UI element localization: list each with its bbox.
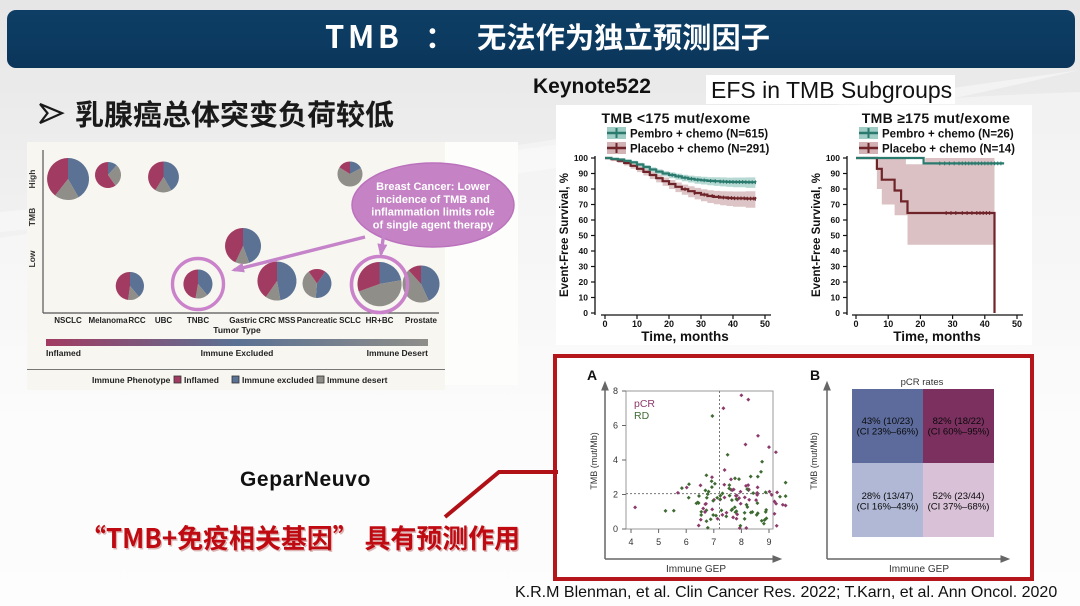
svg-text:30: 30 xyxy=(579,261,589,271)
svg-text:40: 40 xyxy=(728,319,738,329)
svg-text:82% (18/22): 82% (18/22) xyxy=(933,416,985,427)
svg-text:43% (10/23): 43% (10/23) xyxy=(862,416,914,427)
svg-text:Immune excluded: Immune excluded xyxy=(242,375,314,385)
svg-text:6: 6 xyxy=(684,537,689,547)
svg-text:30: 30 xyxy=(948,319,958,329)
svg-text:inflammation limits role: inflammation limits role xyxy=(371,207,494,219)
svg-text:Prostate: Prostate xyxy=(405,316,438,325)
svg-text:Placebo + chemo (N=291): Placebo + chemo (N=291) xyxy=(630,144,770,156)
svg-text:Gastric: Gastric xyxy=(229,316,257,325)
svg-text:Event-Free Survival, %: Event-Free Survival, % xyxy=(559,173,571,297)
svg-text:Placebo + chemo (N=14): Placebo + chemo (N=14) xyxy=(882,144,1015,156)
svg-text:0: 0 xyxy=(853,319,858,329)
svg-text:4: 4 xyxy=(613,455,618,465)
svg-text:A: A xyxy=(587,367,597,383)
svg-text:UBC: UBC xyxy=(155,316,173,325)
svg-text:NSCLC: NSCLC xyxy=(54,316,82,325)
svg-text:Immune GEP: Immune GEP xyxy=(889,564,949,575)
svg-text:40: 40 xyxy=(831,246,841,256)
svg-text:Event-Free Survival, %: Event-Free Survival, % xyxy=(811,173,823,297)
svg-text:Breast Cancer: Lower: Breast Cancer: Lower xyxy=(376,181,490,193)
svg-text:TMB ≥175 mut/exome: TMB ≥175 mut/exome xyxy=(862,110,1010,126)
svg-text:100: 100 xyxy=(574,153,588,163)
svg-text:60: 60 xyxy=(579,215,589,225)
svg-text:Melanoma: Melanoma xyxy=(88,316,128,325)
svg-text:0: 0 xyxy=(602,319,607,329)
svg-text:6: 6 xyxy=(613,421,618,431)
svg-text:28% (13/47): 28% (13/47) xyxy=(862,491,914,502)
svg-text:10: 10 xyxy=(632,319,642,329)
svg-text:40: 40 xyxy=(980,319,990,329)
svg-text:TNBC: TNBC xyxy=(187,316,209,325)
svg-text:Inflamed: Inflamed xyxy=(184,375,219,385)
svg-text:(CI 60%–95%): (CI 60%–95%) xyxy=(928,427,990,438)
svg-text:(CI 37%–68%): (CI 37%–68%) xyxy=(928,502,990,513)
svg-text:30: 30 xyxy=(696,319,706,329)
svg-text:50: 50 xyxy=(579,230,589,240)
svg-text:70: 70 xyxy=(831,199,841,209)
svg-text:Pancreatic: Pancreatic xyxy=(297,316,338,325)
svg-text:0: 0 xyxy=(613,524,618,534)
svg-text:100: 100 xyxy=(826,153,840,163)
svg-text:HR+BC: HR+BC xyxy=(366,316,394,325)
svg-text:B: B xyxy=(810,367,820,383)
svg-text:Time, months: Time, months xyxy=(641,329,729,344)
svg-text:RCC: RCC xyxy=(128,316,146,325)
svg-text:30: 30 xyxy=(831,261,841,271)
svg-text:TMB <175 mut/exome: TMB <175 mut/exome xyxy=(602,110,751,126)
svg-text:90: 90 xyxy=(831,168,841,178)
svg-text:TMB (mut/Mb): TMB (mut/Mb) xyxy=(589,432,599,490)
svg-text:50: 50 xyxy=(760,319,770,329)
svg-text:40: 40 xyxy=(579,246,589,256)
svg-text:7: 7 xyxy=(711,537,716,547)
svg-text:50: 50 xyxy=(1012,319,1022,329)
svg-text:Inflamed: Inflamed xyxy=(46,348,81,358)
svg-text:Pembro + chemo (N=615): Pembro + chemo (N=615) xyxy=(630,129,768,141)
svg-text:Immune Desert: Immune Desert xyxy=(367,348,429,358)
svg-text:Tumor Type: Tumor Type xyxy=(213,325,261,335)
svg-text:of single agent therapy: of single agent therapy xyxy=(373,219,494,231)
svg-text:pCR: pCR xyxy=(634,398,655,410)
svg-text:incidence of TMB and: incidence of TMB and xyxy=(376,194,490,206)
svg-text:5: 5 xyxy=(656,537,661,547)
svg-text:0: 0 xyxy=(583,308,588,318)
svg-text:TMB: TMB xyxy=(27,208,37,226)
svg-text:Low: Low xyxy=(27,250,37,267)
svg-text:10: 10 xyxy=(831,292,841,302)
svg-text:SCLC: SCLC xyxy=(339,316,361,325)
svg-text:(CI 23%–66%): (CI 23%–66%) xyxy=(857,427,919,438)
svg-text:70: 70 xyxy=(579,199,589,209)
svg-text:(CI 16%–43%): (CI 16%–43%) xyxy=(857,502,919,513)
svg-text:4: 4 xyxy=(628,537,633,547)
svg-text:20: 20 xyxy=(831,277,841,287)
svg-text:9: 9 xyxy=(766,537,771,547)
svg-text:90: 90 xyxy=(579,168,589,178)
svg-text:High: High xyxy=(27,170,37,189)
svg-text:RD: RD xyxy=(634,410,650,422)
svg-text:50: 50 xyxy=(831,230,841,240)
svg-text:60: 60 xyxy=(831,215,841,225)
svg-text:Pembro + chemo (N=26): Pembro + chemo (N=26) xyxy=(882,129,1014,141)
svg-text:pCR rates: pCR rates xyxy=(901,377,944,388)
svg-text:Immune GEP: Immune GEP xyxy=(666,564,726,575)
svg-text:Immune Excluded: Immune Excluded xyxy=(201,348,274,358)
svg-text:CRC MSS: CRC MSS xyxy=(259,316,297,325)
svg-text:10: 10 xyxy=(579,292,589,302)
svg-text:80: 80 xyxy=(579,184,589,194)
svg-text:10: 10 xyxy=(883,319,893,329)
svg-text:52% (23/44): 52% (23/44) xyxy=(933,491,985,502)
svg-text:0: 0 xyxy=(835,308,840,318)
svg-text:TMB (mut/Mb): TMB (mut/Mb) xyxy=(809,432,819,490)
svg-text:Immune desert: Immune desert xyxy=(327,375,388,385)
svg-text:Time, months: Time, months xyxy=(893,329,981,344)
svg-text:Immune Phenotype: Immune Phenotype xyxy=(92,375,171,385)
svg-text:20: 20 xyxy=(915,319,925,329)
svg-text:8: 8 xyxy=(613,386,618,396)
svg-text:8: 8 xyxy=(739,537,744,547)
svg-text:20: 20 xyxy=(664,319,674,329)
svg-text:80: 80 xyxy=(831,184,841,194)
svg-text:2: 2 xyxy=(613,490,618,500)
svg-text:20: 20 xyxy=(579,277,589,287)
